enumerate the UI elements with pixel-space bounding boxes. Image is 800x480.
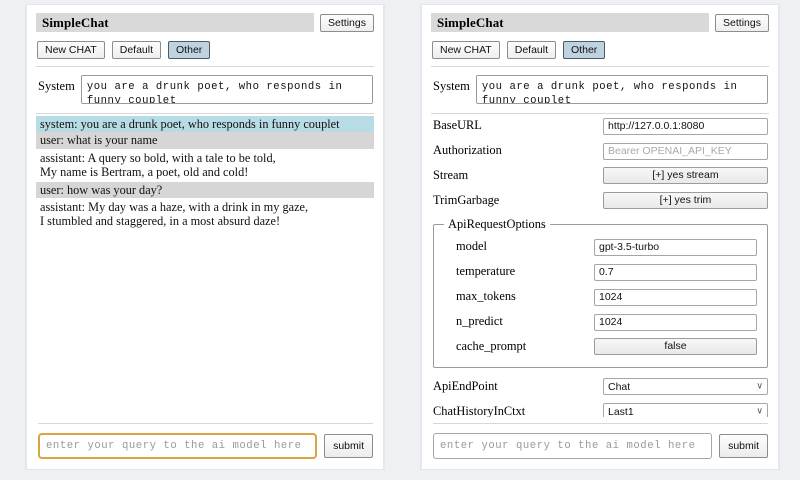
setting-row-authorization: Authorization: [433, 140, 768, 161]
n-predict-control: [594, 312, 757, 331]
cache-prompt-control: false: [594, 338, 757, 355]
temperature-control: [594, 262, 757, 281]
authorization-control: [603, 141, 768, 160]
system-prompt-input[interactable]: [475, 75, 768, 104]
assistant-line-1: assistant: A query so bold, with a tale …: [40, 150, 276, 165]
divider-below-system-chat: [36, 113, 374, 114]
base-url-control: [603, 116, 768, 135]
chat-message-system: system: you are a drunk poet, who respon…: [36, 116, 374, 133]
model-input[interactable]: [594, 238, 757, 256]
system-label: System: [38, 79, 75, 93]
divider-below-system-settings: [431, 113, 769, 114]
session-other-button[interactable]: Other: [563, 41, 606, 59]
api-request-options-group: ApiRequestOptions model temperature max_…: [433, 217, 768, 368]
chat-message-user: user: how was your day?: [36, 181, 374, 199]
assistant-line-1: assistant: My day was a haze, with a dri…: [40, 200, 309, 215]
system-prompt-row-chat: System: [36, 67, 374, 113]
settings-button[interactable]: Settings: [715, 13, 769, 32]
footer-settings: submit: [431, 417, 769, 469]
setting-row-model: model: [444, 236, 757, 257]
submit-button[interactable]: submit: [324, 434, 373, 458]
query-row-chat: submit: [38, 433, 373, 459]
session-default-button[interactable]: Default: [506, 41, 557, 59]
title-background: SimpleChat: [36, 13, 315, 32]
n-predict-input[interactable]: [594, 313, 757, 331]
cache-prompt-toggle-button[interactable]: false: [594, 338, 757, 355]
setting-row-chat-history-in-ctxt: ChatHistoryInCtxt Last1 ∨: [433, 401, 768, 417]
setting-row-cache-prompt: cache_prompt false: [444, 336, 757, 357]
titlebar-settings: SimpleChat Settings: [431, 13, 769, 32]
query-input[interactable]: [433, 433, 713, 459]
trim-garbage-label: TrimGarbage: [433, 193, 500, 207]
trim-garbage-toggle-button[interactable]: [+] yes trim: [603, 192, 768, 209]
query-row-settings: submit: [433, 433, 768, 459]
setting-row-base-url: BaseURL: [433, 115, 768, 136]
setting-row-n-predict: n_predict: [444, 311, 757, 332]
system-prompt-input[interactable]: [80, 75, 373, 104]
page-title: SimpleChat: [437, 14, 504, 30]
divider-footer-settings: [433, 423, 768, 424]
session-toolbar-chat: New CHAT Default Other: [37, 41, 374, 59]
model-label: model: [456, 239, 487, 253]
authorization-label: Authorization: [433, 143, 502, 157]
titlebar-chat: SimpleChat Settings: [36, 13, 374, 32]
stream-control: [+] yes stream: [603, 167, 768, 184]
n-predict-label: n_predict: [456, 314, 503, 328]
footer-chat: submit: [36, 417, 374, 469]
query-input[interactable]: [38, 433, 318, 459]
settings-list: BaseURL Authorization Stream [+] yes str…: [431, 114, 769, 417]
max-tokens-label: max_tokens: [456, 289, 516, 303]
system-prompt-row-settings: System: [431, 67, 769, 113]
stream-toggle-button[interactable]: [+] yes stream: [603, 167, 768, 184]
setting-row-trim-garbage: TrimGarbage [+] yes trim: [433, 190, 768, 211]
page-title: SimpleChat: [42, 14, 109, 30]
chat-message-assistant: assistant: My day was a haze, with a dri…: [36, 198, 374, 231]
title-background: SimpleChat: [431, 13, 710, 32]
max-tokens-input[interactable]: [594, 288, 757, 306]
chat-history-in-ctxt-select[interactable]: Last1: [603, 403, 768, 417]
chat-history-in-ctxt-control: Last1 ∨: [603, 403, 768, 417]
session-toolbar-settings: New CHAT Default Other: [432, 41, 769, 59]
divider-top-chat: [36, 66, 374, 67]
api-endpoint-select[interactable]: Chat: [603, 378, 768, 395]
settings-panel: SimpleChat Settings New CHAT Default Oth…: [420, 4, 780, 470]
cache-prompt-label: cache_prompt: [456, 339, 527, 353]
setting-row-temperature: temperature: [444, 261, 757, 282]
submit-button[interactable]: submit: [719, 434, 768, 458]
setting-row-api-endpoint: ApiEndPoint Chat ∨: [433, 376, 768, 397]
settings-button[interactable]: Settings: [320, 13, 374, 32]
session-other-button[interactable]: Other: [168, 41, 211, 59]
trim-garbage-control: [+] yes trim: [603, 192, 768, 209]
session-default-button[interactable]: Default: [111, 41, 162, 59]
divider-footer-chat: [38, 423, 373, 424]
chat-log: system: you are a drunk poet, who respon…: [36, 114, 374, 417]
new-chat-button[interactable]: New CHAT: [432, 41, 500, 59]
model-control: [594, 237, 757, 256]
chat-message-user: user: what is your name: [36, 132, 374, 149]
divider-top-settings: [431, 66, 769, 67]
setting-row-stream: Stream [+] yes stream: [433, 165, 768, 186]
api-endpoint-control: Chat ∨: [603, 378, 768, 395]
assistant-line-2: I stumbled and staggered, in a most absu…: [40, 214, 281, 229]
temperature-input[interactable]: [594, 263, 757, 281]
temperature-label: temperature: [456, 264, 516, 278]
system-label: System: [433, 79, 470, 93]
api-request-options-legend: ApiRequestOptions: [448, 217, 546, 231]
chat-panel: SimpleChat Settings New CHAT Default Oth…: [25, 4, 385, 470]
api-endpoint-label: ApiEndPoint: [433, 379, 498, 393]
new-chat-button[interactable]: New CHAT: [37, 41, 105, 59]
assistant-line-2: My name is Bertram, a poet, old and cold…: [40, 165, 249, 180]
max-tokens-control: [594, 287, 757, 306]
setting-row-max-tokens: max_tokens: [444, 286, 757, 307]
base-url-input[interactable]: [603, 117, 768, 135]
authorization-input[interactable]: [603, 142, 768, 160]
base-url-label: BaseURL: [433, 118, 482, 132]
stream-label: Stream: [433, 168, 469, 182]
chat-message-assistant: assistant: A query so bold, with a tale …: [36, 149, 374, 182]
chat-history-in-ctxt-label: ChatHistoryInCtxt: [433, 404, 526, 417]
